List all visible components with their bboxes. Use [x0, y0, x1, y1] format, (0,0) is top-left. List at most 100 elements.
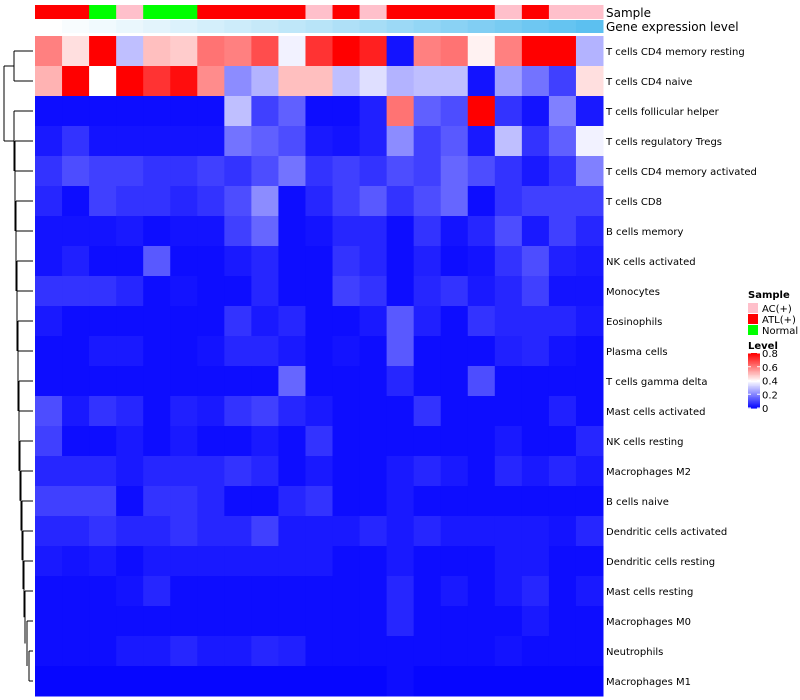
heatmap-cell [89, 246, 117, 277]
heatmap-cell [170, 516, 198, 547]
row-label: Macrophages M0 [606, 617, 691, 628]
heatmap-cell [440, 426, 469, 457]
heatmap-cell [143, 246, 171, 277]
heatmap-cell [89, 666, 117, 697]
sample-annotation-cell [359, 5, 388, 19]
level-legend-swatch [748, 376, 760, 379]
heatmap-cell [251, 306, 279, 337]
heatmap-cell [548, 36, 577, 67]
heatmap-cell [224, 666, 252, 697]
heatmap-cell [116, 426, 144, 457]
heatmap-cell [548, 336, 577, 367]
sample-annotation-cell [116, 5, 144, 19]
heatmap-cell [278, 366, 306, 397]
gene-expression-cell [62, 20, 90, 33]
gene-expression-cell [467, 20, 496, 33]
gene-expression-cell [35, 20, 63, 33]
level-legend-swatch [748, 359, 760, 362]
heatmap-cell [143, 606, 171, 637]
heatmap-cell [278, 246, 306, 277]
heatmap-cell [251, 546, 279, 577]
heatmap-cell [440, 216, 469, 247]
sample-annotation-cell [467, 5, 496, 19]
heatmap-cell [143, 306, 171, 337]
heatmap-cell [89, 366, 117, 397]
heatmap-cell [548, 516, 577, 547]
level-legend-swatch [748, 403, 760, 406]
heatmap-cell [116, 336, 144, 367]
heatmap-cell [251, 156, 279, 187]
heatmap-cell [62, 636, 90, 667]
level-legend-swatch [748, 377, 760, 380]
heatmap-cell [278, 36, 306, 67]
heatmap-cell [440, 66, 469, 97]
sample-annotation-cell [278, 5, 306, 19]
heatmap-cell [413, 336, 442, 367]
heatmap-cell [413, 426, 442, 457]
heatmap-cell [35, 666, 63, 697]
heatmap-cell [197, 216, 225, 247]
heatmap-cell [575, 546, 604, 577]
heatmap-cell [494, 396, 523, 427]
gene-expression-cell [575, 20, 604, 33]
heatmap-cell [170, 156, 198, 187]
heatmap-cell [575, 666, 604, 697]
heatmap-cell [386, 216, 415, 247]
heatmap-cell [35, 636, 63, 667]
heatmap-cell [89, 156, 117, 187]
heatmap-cell [548, 366, 577, 397]
heatmap-cell [548, 96, 577, 127]
heatmap-cell [116, 546, 144, 577]
heatmap-cell [332, 36, 361, 67]
row-dendrogram [3, 50, 33, 682]
heatmap-cell [332, 126, 361, 157]
sample-legend-label: ATL(+) [762, 315, 796, 326]
heatmap-cell [224, 486, 252, 517]
gene-expression-cell [170, 20, 198, 33]
row-label: Monocytes [606, 287, 660, 298]
level-legend-swatch [748, 362, 760, 365]
heatmap-cell [413, 66, 442, 97]
heatmap-cell [386, 156, 415, 187]
heatmap-cell [521, 666, 550, 697]
heatmap-cell [116, 246, 144, 277]
heatmap-cell [386, 606, 415, 637]
heatmap-cell [521, 126, 550, 157]
gene-expression-cell [305, 20, 334, 33]
heatmap-cell [170, 576, 198, 607]
level-legend-swatch [748, 402, 760, 405]
heatmap-cell [62, 96, 90, 127]
heatmap-cell [305, 96, 334, 127]
heatmap-cell [62, 126, 90, 157]
heatmap-cell [440, 516, 469, 547]
heatmap-cell [440, 306, 469, 337]
heatmap-cell [305, 366, 334, 397]
heatmap-cell [548, 186, 577, 217]
heatmap-cell [251, 666, 279, 697]
row-label: Dendritic cells activated [606, 527, 727, 538]
heatmap-cell [440, 666, 469, 697]
heatmap-cell [467, 246, 496, 277]
heatmap-cell [386, 486, 415, 517]
heatmap-cell [278, 96, 306, 127]
heatmap-cell [224, 276, 252, 307]
heatmap-cell [413, 666, 442, 697]
heatmap-cell [251, 216, 279, 247]
heatmap-cell [413, 366, 442, 397]
heatmap-cell [143, 636, 171, 667]
heatmap-cell [521, 366, 550, 397]
heatmap-cell [35, 216, 63, 247]
heatmap-cell [548, 426, 577, 457]
gene-expression-cell [386, 20, 415, 33]
heatmap-cell [359, 366, 388, 397]
heatmap-cell [440, 606, 469, 637]
heatmap-cell [278, 396, 306, 427]
heatmap-cell [467, 216, 496, 247]
heatmap-cell [467, 306, 496, 337]
heatmap-cell [359, 546, 388, 577]
level-legend-label: 0.6 [762, 363, 778, 374]
heatmap-cell [386, 36, 415, 67]
sample-annotation-cell [251, 5, 279, 19]
heatmap-cell [548, 246, 577, 277]
heatmap-cell [575, 126, 604, 157]
